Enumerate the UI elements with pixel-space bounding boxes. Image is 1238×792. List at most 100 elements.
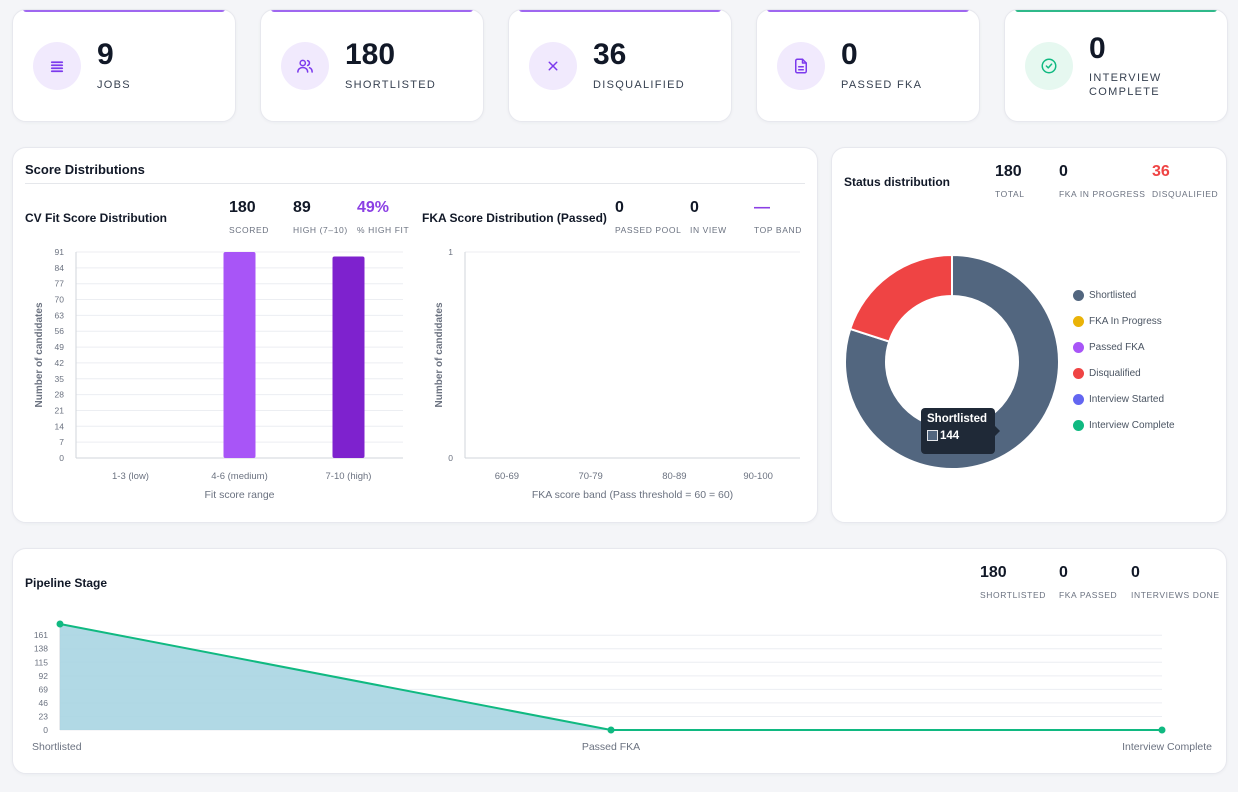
- stat-value: 89: [293, 199, 311, 216]
- kpi-card-interview-complete[interactable]: 0 INTERVIEW COMPLETE: [1004, 9, 1228, 122]
- y-tick-label: 138: [34, 644, 48, 654]
- legend-dot: [1073, 394, 1084, 405]
- legend-dot: [1073, 290, 1084, 301]
- kpi-accent-bar: [271, 10, 473, 12]
- data-point-passed-fka: [607, 726, 615, 734]
- kpi-value: 0: [841, 38, 858, 71]
- kpi-accent-bar: [519, 10, 721, 12]
- kpi-accent-bar: [23, 10, 225, 12]
- document-icon: [795, 58, 807, 74]
- y-tick-label: 84: [55, 263, 65, 273]
- y-tick-label: 21: [55, 405, 65, 415]
- legend-dot: [1073, 342, 1084, 353]
- y-axis-label: Number of candidates: [34, 302, 45, 407]
- stat-caption: IN VIEW: [690, 225, 727, 235]
- pipeline-stat-shortlisted: 180 SHORTLISTED: [980, 564, 1046, 600]
- tooltip-value: 144: [940, 430, 960, 442]
- stat-value: 180: [980, 564, 1007, 581]
- legend-label: Passed FKA: [1089, 342, 1145, 353]
- legend-item-interview-complete[interactable]: Interview Complete: [1073, 420, 1175, 431]
- kpi-card-jobs[interactable]: 9 JOBS: [12, 9, 236, 122]
- y-tick-label: 42: [55, 358, 65, 368]
- y-tick-label: 63: [55, 310, 65, 320]
- legend-label: Disqualified: [1089, 368, 1141, 379]
- status-title: Status distribution: [844, 175, 950, 189]
- y-tick-label: 46: [39, 698, 49, 708]
- x-tick-label: Interview Complete: [1122, 741, 1212, 753]
- kpi-label: JOBS: [97, 79, 131, 91]
- kpi-label: PASSED FKA: [841, 79, 923, 91]
- area-fill: [60, 624, 1162, 730]
- y-tick-label: 28: [55, 390, 65, 400]
- list-icon: [50, 61, 64, 73]
- x-icon: [548, 61, 558, 71]
- pipeline-stat-interviews-done: 0 INTERVIEWS DONE: [1131, 564, 1220, 600]
- stat-caption: HIGH (7–10): [293, 225, 348, 235]
- fka-chart-title: FKA Score Distribution (Passed): [422, 211, 607, 225]
- pipeline-area-chart: 0 23 46 69 92 115 138 161 Shortlisted Passed FKA I…: [32, 620, 1212, 753]
- y-tick-label: 0: [43, 725, 48, 735]
- legend-item-passed-fka[interactable]: Passed FKA: [1073, 342, 1145, 353]
- kpi-card-passed-fka[interactable]: 0 PASSED FKA: [756, 9, 980, 122]
- stat-caption: TOP BAND: [754, 225, 802, 235]
- x-tick-label: Passed FKA: [582, 741, 640, 753]
- legend-item-shortlisted[interactable]: Shortlisted: [1073, 290, 1136, 301]
- status-stat-fka-in-progress: 0 FKA IN PROGRESS: [1059, 163, 1145, 199]
- legend-item-interview-started[interactable]: Interview Started: [1073, 394, 1164, 405]
- x-tick-label: 60-69: [495, 471, 519, 482]
- kpi-accent-bar: [767, 10, 969, 12]
- y-tick-label: 0: [59, 453, 64, 463]
- x-tick-label: 90-100: [743, 471, 773, 482]
- legend-label: Shortlisted: [1089, 290, 1137, 301]
- stat-caption: INTERVIEWS DONE: [1131, 590, 1220, 600]
- y-tick-label: 1: [448, 247, 453, 257]
- fka-stat-passed-pool: 0 PASSED POOL: [615, 199, 681, 235]
- legend-dot: [1073, 316, 1084, 327]
- y-tick-label: 77: [55, 279, 65, 289]
- cv-chart-title: CV Fit Score Distribution: [25, 211, 168, 225]
- kpi-label: INTERVIEW COMPLETE: [1089, 72, 1162, 98]
- bar-7-10 (high): [332, 256, 365, 458]
- score-distributions-card: [12, 147, 818, 523]
- y-tick-label: 161: [34, 630, 48, 640]
- users-icon: [297, 59, 313, 73]
- donut-slice-shortlisted: [844, 253, 1060, 470]
- kpi-card-shortlisted[interactable]: 180 SHORTLISTED: [260, 9, 484, 122]
- y-tick-label: 14: [55, 421, 65, 431]
- data-point-shortlisted: [56, 620, 64, 628]
- tooltip-label: Shortlisted: [927, 413, 988, 425]
- fka-score-bar-chart: 0 1 60-69 70-79 80-89 90-100 FKA score band (P…: [434, 247, 800, 501]
- tooltip-value-row: 144: [927, 430, 989, 442]
- kpi-card-disqualified[interactable]: 36 DISQUALIFIED: [508, 9, 732, 122]
- cv-fit-bar-chart: 0 7 14 21 28 35 42 49 56 63 70 77 84 91 1-3 (low) 4-6 (…: [34, 247, 403, 501]
- kpi-icon-wrap: [777, 42, 825, 90]
- kpi-value: 180: [345, 38, 396, 71]
- kpi-label: DISQUALIFIED: [593, 79, 686, 91]
- kpi-value: 0: [1089, 32, 1106, 65]
- stat-caption: PASSED POOL: [615, 225, 682, 235]
- section-divider: [25, 183, 805, 184]
- x-axis-label: Fit score range: [204, 489, 274, 501]
- x-axis-label: FKA score band (Pass threshold = 60 = 60…: [532, 489, 733, 501]
- y-tick-label: 56: [55, 326, 65, 336]
- legend-dot: [1073, 420, 1084, 431]
- legend-item-disqualified[interactable]: Disqualified: [1073, 368, 1141, 379]
- stat-value: 180: [229, 199, 256, 216]
- x-tick-label: 4-6 (medium): [211, 471, 268, 482]
- tooltip-arrow: [995, 426, 1000, 436]
- fka-stat-in-view: 0 IN VIEW: [690, 199, 727, 235]
- status-stat-disqualified: 36 DISQUALIFIED: [1152, 163, 1218, 199]
- y-tick-label: 69: [39, 684, 49, 694]
- stat-caption: SCORED: [229, 225, 269, 235]
- y-tick-label: 92: [39, 671, 49, 681]
- legend-item-fka-in-progress[interactable]: FKA In Progress: [1073, 316, 1162, 327]
- y-tick-label: 49: [55, 342, 65, 352]
- stat-caption: FKA IN PROGRESS: [1059, 189, 1146, 199]
- donut-tooltip: Shortlisted 144: [921, 408, 1000, 454]
- stat-value: 36: [1152, 163, 1170, 180]
- stat-value: 0: [1059, 163, 1068, 180]
- x-tick-label: 1-3 (low): [112, 471, 149, 482]
- y-tick-label: 70: [55, 295, 65, 305]
- y-tick-label: 23: [39, 711, 49, 721]
- legend-label: FKA In Progress: [1089, 316, 1162, 327]
